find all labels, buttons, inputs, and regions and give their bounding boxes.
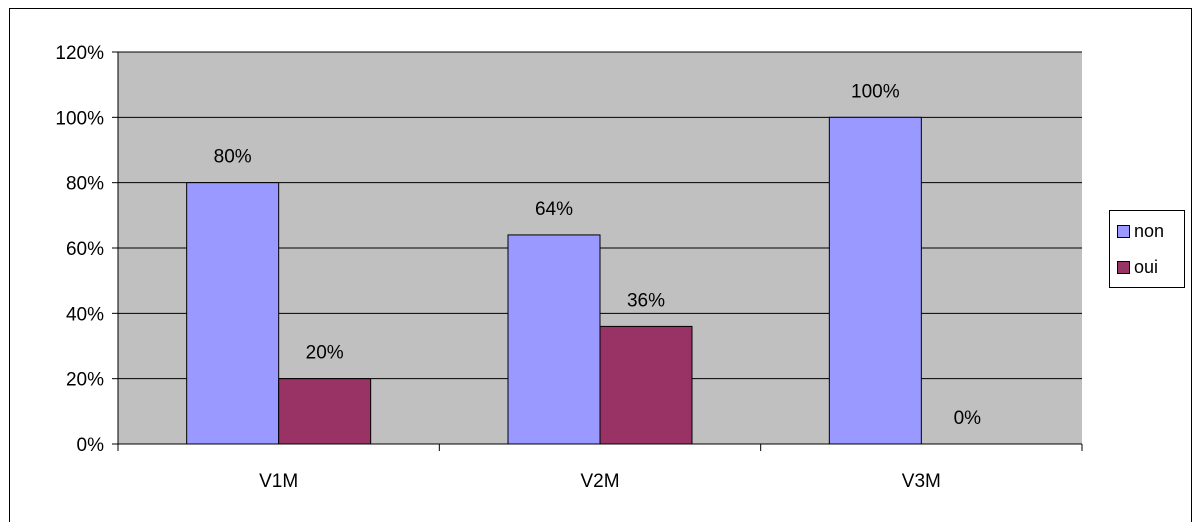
y-tick-label: 100%: [55, 108, 104, 129]
data-label-oui-V1M: 20%: [306, 343, 344, 364]
legend: non oui: [1109, 210, 1185, 288]
x-tick-label: V2M: [580, 471, 619, 492]
data-labels: 80% 20% 64% 36% 100% 0%: [214, 81, 982, 429]
legend-swatch-non: [1117, 224, 1130, 238]
data-label-non-V2M: 64%: [535, 199, 573, 220]
data-label-non-V1M: 80%: [214, 147, 252, 168]
x-tick-label: V3M: [902, 471, 941, 492]
bar-oui-V1M: [278, 378, 372, 445]
data-label-oui-V2M: 36%: [627, 290, 665, 311]
x-tick-labels: V1M V2M V3M: [259, 471, 941, 492]
bars: [186, 116, 922, 445]
y-tick-labels: 0% 20% 40% 60% 80% 100% 120%: [55, 43, 104, 456]
bar-non-V2M: [507, 234, 601, 445]
y-tick-label: 20%: [66, 370, 104, 391]
axes: [112, 51, 1083, 451]
data-label-oui-V3M: 0%: [954, 408, 982, 429]
legend-item-oui: oui: [1117, 256, 1158, 278]
bar-oui-V2M: [599, 325, 693, 445]
bar-non-V1M: [186, 182, 280, 445]
bar-non-V3M: [828, 116, 922, 445]
legend-item-non: non: [1117, 220, 1164, 242]
legend-label-oui: oui: [1134, 256, 1159, 277]
x-tick-label: V1M: [259, 471, 298, 492]
y-tick-label: 0%: [77, 435, 105, 456]
legend-swatch-oui: [1117, 260, 1130, 274]
y-tick-label: 60%: [66, 239, 104, 260]
legend-label-non: non: [1134, 220, 1165, 241]
y-tick-label: 40%: [66, 304, 104, 325]
data-label-non-V3M: 100%: [851, 81, 900, 102]
y-tick-label: 120%: [55, 43, 104, 64]
y-tick-label: 80%: [66, 174, 104, 195]
